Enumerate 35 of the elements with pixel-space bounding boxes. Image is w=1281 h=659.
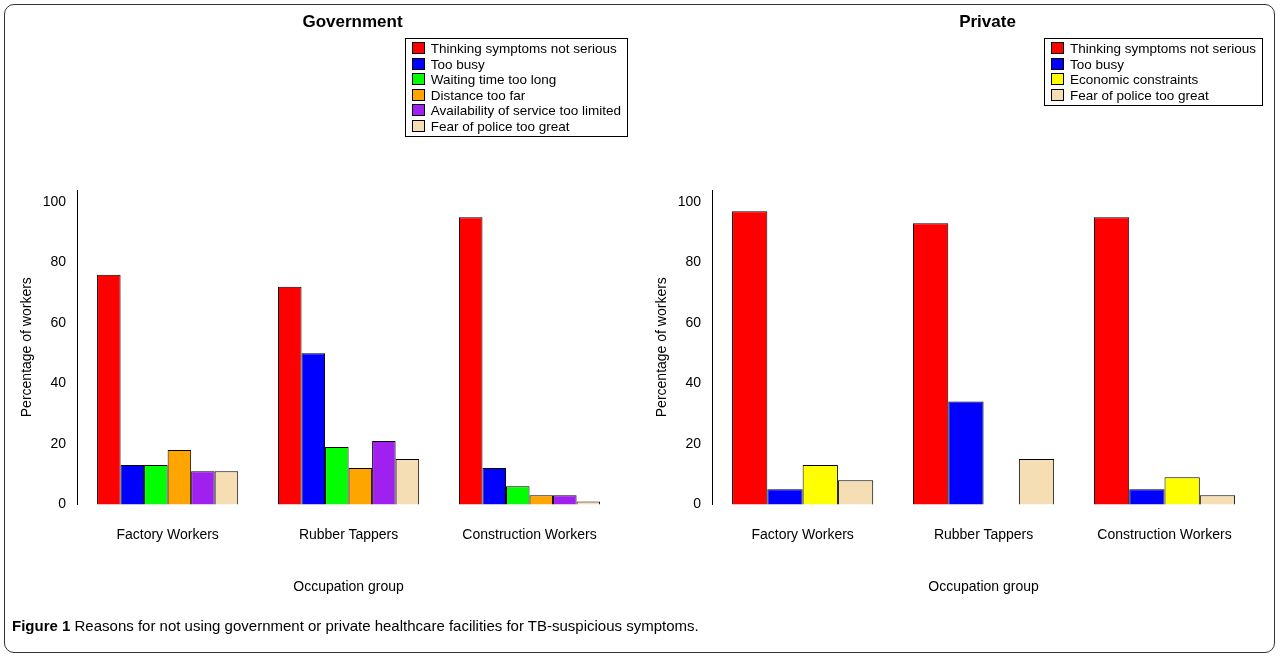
legend-label: Thinking symptoms not serious — [429, 41, 618, 57]
legend-label: Economic constraints — [1068, 72, 1200, 88]
y-axis-title: Percentage of workers — [653, 277, 670, 418]
legend-label: Waiting time too long — [429, 72, 558, 88]
x-axis-title: Occupation group — [293, 578, 405, 595]
x-tick-label: Rubber Tappers — [933, 525, 1034, 542]
y-tick-label: 40 — [685, 374, 702, 391]
y-tick-label: 80 — [50, 253, 67, 270]
legend-label: Distance too far — [429, 87, 527, 103]
y-tick-label: 100 — [42, 192, 67, 209]
x-tick-label: Construction Workers — [462, 525, 597, 542]
y-tick-label: 20 — [685, 434, 702, 451]
y-tick-label: 100 — [677, 192, 702, 209]
y-tick-label: 0 — [693, 495, 702, 512]
y-tick-label: 20 — [50, 434, 67, 451]
y-tick-label: 80 — [685, 253, 702, 270]
x-tick-label: Factory Workers — [116, 525, 219, 542]
x-tick-label: Factory Workers — [751, 525, 854, 542]
y-tick-label: 40 — [50, 374, 67, 391]
legend-label: Too busy — [429, 56, 486, 72]
y-axis-title: Percentage of workers — [18, 277, 35, 418]
x-tick-label: Rubber Tappers — [298, 525, 399, 542]
y-tick-label: 60 — [50, 313, 67, 330]
y-tick-label: 0 — [58, 495, 67, 512]
chart-title: Private — [958, 12, 1017, 32]
legend-label: Availability of service too limited — [429, 103, 621, 119]
legend-label: Fear of police too great — [429, 118, 571, 134]
legend-label: Fear of police too great — [1068, 87, 1210, 103]
caption: Figure 1 Reasons for not using government or private healthcare facilities for TB-suspicious symptoms. — [12, 617, 699, 634]
x-axis-title: Occupation group — [928, 578, 1040, 595]
legend-label: Thinking symptoms not serious — [1068, 41, 1256, 57]
x-tick-label: Construction Workers — [1097, 525, 1232, 542]
y-tick-label: 60 — [685, 313, 702, 330]
chart-title: Government — [301, 12, 404, 32]
legend-label: Too busy — [1068, 56, 1125, 72]
